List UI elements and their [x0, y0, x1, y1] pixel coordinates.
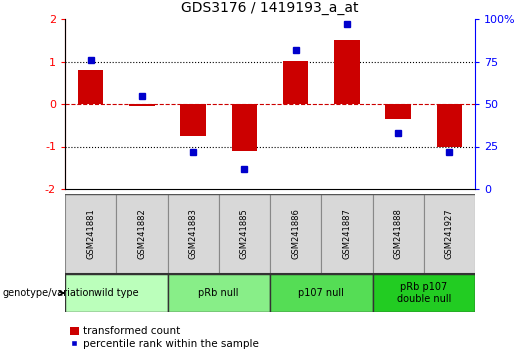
Bar: [78, 70, 104, 104]
Text: GSM241888: GSM241888: [393, 209, 403, 259]
Bar: [219, 194, 270, 274]
Bar: [372, 274, 475, 312]
Bar: [321, 194, 372, 274]
Bar: [65, 194, 116, 274]
Text: GSM241886: GSM241886: [291, 209, 300, 259]
Bar: [283, 61, 308, 104]
Bar: [180, 104, 206, 136]
Text: GSM241887: GSM241887: [342, 209, 351, 259]
Bar: [65, 274, 167, 312]
Bar: [167, 194, 219, 274]
Text: GSM241927: GSM241927: [445, 209, 454, 259]
Bar: [372, 194, 424, 274]
Bar: [270, 274, 372, 312]
Text: GSM241881: GSM241881: [86, 209, 95, 259]
Bar: [129, 104, 154, 106]
Text: p107 null: p107 null: [298, 288, 344, 298]
Text: pRb null: pRb null: [198, 288, 239, 298]
Bar: [270, 194, 321, 274]
Bar: [232, 104, 257, 151]
Legend: transformed count, percentile rank within the sample: transformed count, percentile rank withi…: [70, 326, 259, 349]
Bar: [116, 194, 167, 274]
Bar: [167, 274, 270, 312]
Bar: [424, 194, 475, 274]
Text: wild type: wild type: [94, 288, 139, 298]
Bar: [437, 104, 462, 147]
Text: GSM241883: GSM241883: [188, 209, 198, 259]
Title: GDS3176 / 1419193_a_at: GDS3176 / 1419193_a_at: [181, 1, 359, 15]
Text: genotype/variation: genotype/variation: [3, 288, 95, 298]
Bar: [334, 40, 359, 104]
Text: pRb p107
double null: pRb p107 double null: [397, 282, 451, 304]
Bar: [385, 104, 411, 119]
Text: GSM241882: GSM241882: [138, 209, 146, 259]
Text: GSM241885: GSM241885: [240, 209, 249, 259]
